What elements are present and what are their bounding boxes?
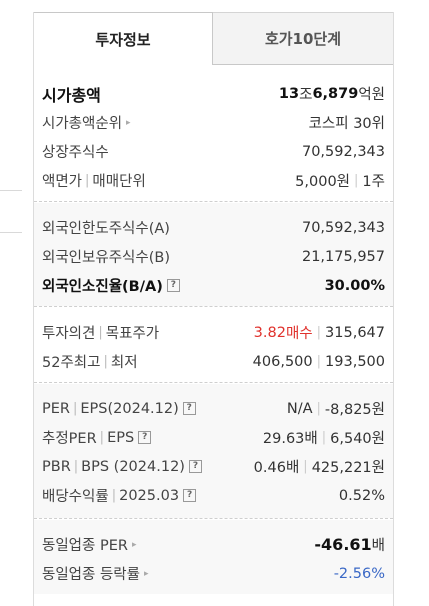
foreign-held-row: 외국인보유주식수(B) 21,175,957 xyxy=(42,242,385,271)
high-low-value: 406,500 | 193,500 xyxy=(252,353,385,370)
foreign-ratio-value: 30.00% xyxy=(324,277,385,294)
facevalue-row: 액면가 | 매매단위 5,000원 | 1주 xyxy=(42,166,385,195)
market-cap-hundred-million: 6,879 xyxy=(312,85,359,102)
dividend-value: 0.52% xyxy=(338,487,385,504)
pbr-label: PBR | BPS (2024.12)? xyxy=(42,459,202,475)
divider xyxy=(0,232,22,233)
foreign-limit-row: 외국인한도주식수(A) 70,592,343 xyxy=(42,213,385,242)
tab-bar: 투자정보 호가10단계 xyxy=(34,12,393,65)
shares-row: 상장주식수 70,592,343 xyxy=(42,137,385,166)
opinion-label: 투자의견 | 목표주가 xyxy=(42,325,160,342)
market-cap-row: 시가총액 13 조 6,879 억원 xyxy=(42,79,385,108)
market-cap-trillion: 13 xyxy=(278,85,300,102)
divider xyxy=(34,201,393,203)
divider xyxy=(34,518,393,520)
industry-per-row: 동일업종 PER ▸ -46.61 배 xyxy=(42,530,385,559)
arrow-right-icon: ▸ xyxy=(144,568,149,579)
tab-invest-info[interactable]: 투자정보 xyxy=(34,12,213,65)
market-cap-label: 시가총액 xyxy=(42,85,101,105)
foreign-ratio-label: 외국인소진율(B/A)? xyxy=(42,275,180,296)
dividend-label: 배당수익률 | 2025.03? xyxy=(42,485,197,506)
opinion-text: 매수 xyxy=(285,326,313,342)
est-per-row: 추정PER | EPS? 29.63배 | 6,540원 xyxy=(42,423,385,452)
market-cap-unit-trillion: 조 xyxy=(299,87,313,103)
pbr-row: PBR | BPS (2024.12)? 0.46배 | 425,221원 xyxy=(42,452,385,481)
foreign-held-value: 21,175,957 xyxy=(301,248,385,265)
market-section: 시가총액 13 조 6,879 억원 시가총액순위 ▸ 코스피 30위 상장주식수 7… xyxy=(34,65,393,201)
per-value: N/A | -8,825원 xyxy=(286,400,385,419)
shares-value: 70,592,343 xyxy=(301,143,385,160)
opinion-score: 3.82 xyxy=(253,324,286,341)
high-low-label: 52주최고 | 최저 xyxy=(42,354,138,371)
per-row: PER | EPS(2024.12)? N/A | -8,825원 xyxy=(42,394,385,423)
help-icon[interactable]: ? xyxy=(182,402,196,415)
rank-value: 코스피 30위 xyxy=(308,116,385,132)
dividend-row: 배당수익률 | 2025.03? 0.52% xyxy=(42,481,385,510)
shares-label: 상장주식수 xyxy=(42,145,109,161)
industry-change-label[interactable]: 동일업종 등락률 ▸ xyxy=(42,567,149,583)
divider xyxy=(34,306,393,308)
market-cap-unit: 억원 xyxy=(358,87,385,103)
high-low-row: 52주최고 | 최저 406,500 | 193,500 xyxy=(42,347,385,376)
rank-row: 시가총액순위 ▸ 코스피 30위 xyxy=(42,108,385,137)
opinion-row: 투자의견 | 목표주가 3.82 매수 | 315,647 xyxy=(42,318,385,347)
foreign-held-label: 외국인보유주식수(B) xyxy=(42,250,170,266)
invest-info-panel: 투자정보 호가10단계 시가총액 13 조 6,879 억원 시가총액순위 ▸ 코스피… xyxy=(33,12,394,606)
industry-section: 동일업종 PER ▸ -46.61 배 동일업종 등락률 ▸ -2.56% xyxy=(34,520,393,594)
industry-per-label[interactable]: 동일업종 PER ▸ xyxy=(42,538,137,554)
target-price: 315,647 xyxy=(325,324,385,341)
tab-order-book[interactable]: 호가10단계 xyxy=(213,12,393,65)
left-panel-fragment xyxy=(0,0,22,606)
divider xyxy=(0,190,22,191)
pbr-value: 0.46배 | 425,221원 xyxy=(253,459,385,476)
industry-change-row: 동일업종 등락률 ▸ -2.56% xyxy=(42,559,385,588)
valuation-section: PER | EPS(2024.12)? N/A | -8,825원 추정PER | EPS?… xyxy=(34,384,393,518)
arrow-right-icon: ▸ xyxy=(126,117,131,128)
help-icon[interactable]: ? xyxy=(138,431,152,444)
industry-change-value: -2.56% xyxy=(333,565,385,582)
help-icon[interactable]: ? xyxy=(166,279,180,292)
opinion-section: 투자의견 | 목표주가 3.82 매수 | 315,647 52주최고 | 최저 406,50… xyxy=(34,308,393,382)
foreign-limit-value: 70,592,343 xyxy=(301,219,385,236)
foreign-ratio-row: 외국인소진율(B/A)? 30.00% xyxy=(42,271,385,300)
est-per-label: 추정PER | EPS? xyxy=(42,427,152,448)
opinion-value: 3.82 매수 | 315,647 xyxy=(254,322,385,343)
industry-per-value: -46.61 배 xyxy=(314,535,385,554)
help-icon[interactable]: ? xyxy=(183,489,197,502)
facevalue-value: 5,000원 | 1주 xyxy=(295,173,385,190)
arrow-right-icon: ▸ xyxy=(131,539,137,550)
divider xyxy=(34,382,393,384)
help-icon[interactable]: ? xyxy=(188,460,202,473)
per-label: PER | EPS(2024.12)? xyxy=(42,401,196,417)
foreign-limit-label: 외국인한도주식수(A) xyxy=(42,221,170,237)
facevalue-label: 액면가 | 매매단위 xyxy=(42,173,146,190)
est-per-value: 29.63배 | 6,540원 xyxy=(262,430,385,447)
rank-label[interactable]: 시가총액순위 ▸ xyxy=(42,116,131,132)
market-cap-value: 13 조 6,879 억원 xyxy=(279,83,385,104)
foreign-section: 외국인한도주식수(A) 70,592,343 외국인보유주식수(B) 21,17… xyxy=(34,203,393,306)
